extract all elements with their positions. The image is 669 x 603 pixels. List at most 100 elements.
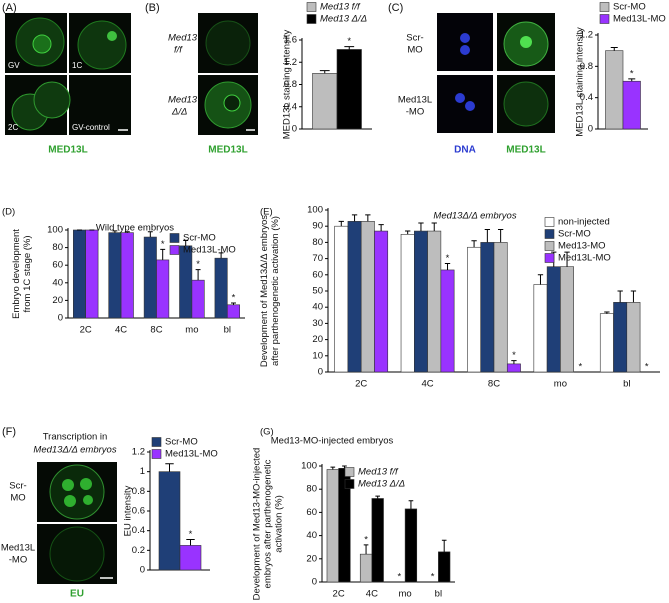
y-axis-label: MED13L staining intensity: [282, 30, 293, 140]
x-tick-label: 8C: [488, 379, 500, 390]
error-bar: [418, 222, 424, 232]
row-label: Med13: [168, 95, 198, 106]
significance: *: [578, 362, 582, 373]
legend-swatch: [544, 217, 555, 227]
caption: MED13L: [208, 145, 247, 156]
bar: [404, 508, 418, 583]
error-bar: [330, 466, 336, 470]
bar: [467, 246, 482, 373]
tile-label: GV: [8, 61, 20, 70]
y-tick-label: 0.2: [132, 545, 145, 556]
panel-label: (E): [260, 207, 273, 218]
legend-swatch: [544, 241, 555, 251]
error-bar: [444, 262, 451, 270]
significance: *: [161, 239, 165, 250]
x-tick-label: 2C: [80, 325, 92, 336]
x-tick-label: 2C: [355, 379, 367, 390]
bar: [158, 471, 181, 571]
error-bar: [342, 465, 347, 469]
error-bar: [408, 500, 414, 509]
error-bar: [160, 248, 166, 260]
legend-swatch: [344, 467, 355, 477]
y-tick-label: 0.4: [284, 101, 297, 112]
y-axis-label: Embryo development: [11, 229, 22, 319]
bar: [179, 545, 202, 571]
row-label: Med13: [168, 33, 198, 44]
error-bar: [319, 70, 330, 74]
micrograph-a: [5, 13, 131, 135]
panel-label: (D): [2, 207, 15, 218]
legend-label: Med13 f/f: [320, 2, 361, 13]
y-axis-label: from 1C stage (%): [22, 235, 33, 312]
bar: [546, 266, 561, 373]
y-tick-label: 100: [307, 205, 323, 216]
significance: *: [512, 350, 516, 361]
y-tick-label: 0: [588, 124, 593, 135]
error-bar: [628, 78, 636, 82]
significance: *: [431, 572, 435, 583]
bar: [73, 229, 86, 319]
row-label: MO: [10, 493, 25, 504]
error-bar: [431, 222, 437, 232]
legend-swatch: [169, 233, 180, 243]
y-tick-label: 40: [306, 530, 317, 541]
caption: MED13L: [48, 145, 87, 156]
significance: *: [189, 529, 193, 540]
x-tick-label: bl: [623, 379, 630, 390]
error-bar: [344, 46, 355, 50]
y-tick-label: 0.8: [580, 61, 593, 72]
bar: [360, 221, 375, 373]
y-tick-label: 30: [312, 318, 323, 329]
significance: *: [364, 534, 368, 545]
y-tick-label: 60: [52, 260, 63, 271]
row-label: MO: [407, 45, 422, 56]
legend-label: Med13L-MO: [183, 245, 236, 256]
error-bar: [375, 495, 381, 499]
legend-label: Med13 Δ/Δ: [320, 14, 367, 25]
y-axis-label: Development of Med13Δ/Δ embryos: [259, 215, 270, 367]
row-label: -MO: [406, 107, 424, 118]
error-bar: [218, 252, 224, 259]
panel-label: (B): [145, 2, 160, 14]
chart-title: Wild type embryos: [96, 223, 174, 234]
bar: [440, 269, 455, 373]
row-label: Med13L: [1, 543, 35, 554]
y-tick-label: 0.8: [284, 79, 297, 90]
y-axis-label: MED13L staining intensity: [575, 27, 586, 137]
y-tick-label: 0.8: [132, 486, 145, 497]
error-bar: [564, 251, 570, 267]
bar: [143, 236, 157, 319]
bar: [400, 234, 415, 373]
legend-swatch: [306, 14, 317, 24]
legend-label: Med13L-MO: [165, 449, 218, 460]
y-tick-label: 60: [306, 507, 317, 518]
bar: [622, 80, 641, 130]
error-bar: [363, 544, 369, 555]
legend-swatch: [169, 245, 180, 255]
legend-label: Scr-MO: [165, 437, 198, 448]
bar: [179, 245, 193, 319]
panel-label: (F): [2, 426, 16, 438]
x-tick-label: 8C: [150, 325, 162, 336]
title: Transcription in: [43, 432, 108, 443]
legend-swatch: [544, 253, 555, 263]
error-bar: [405, 230, 411, 235]
legend-swatch: [151, 437, 162, 447]
y-tick-label: 0: [58, 313, 63, 324]
y-axis-label: EU intensity: [123, 485, 134, 536]
legend-label: Med13 f/f: [358, 467, 399, 478]
y-tick-label: 70: [312, 253, 323, 264]
bar: [120, 232, 134, 319]
row-label: -MO: [9, 555, 27, 566]
caption: MED13L: [506, 145, 545, 156]
x-tick-label: bl: [224, 325, 231, 336]
error-bar: [183, 240, 189, 246]
y-tick-label: 40: [312, 302, 323, 313]
tile-label: 2C: [8, 123, 18, 132]
significance: *: [446, 253, 450, 264]
tile-label: GV-control: [72, 123, 110, 132]
legend-label: Scr-MO: [558, 229, 591, 240]
row-label: Scr-: [406, 33, 423, 44]
bar: [374, 230, 389, 373]
panel-label: (G): [260, 427, 274, 438]
